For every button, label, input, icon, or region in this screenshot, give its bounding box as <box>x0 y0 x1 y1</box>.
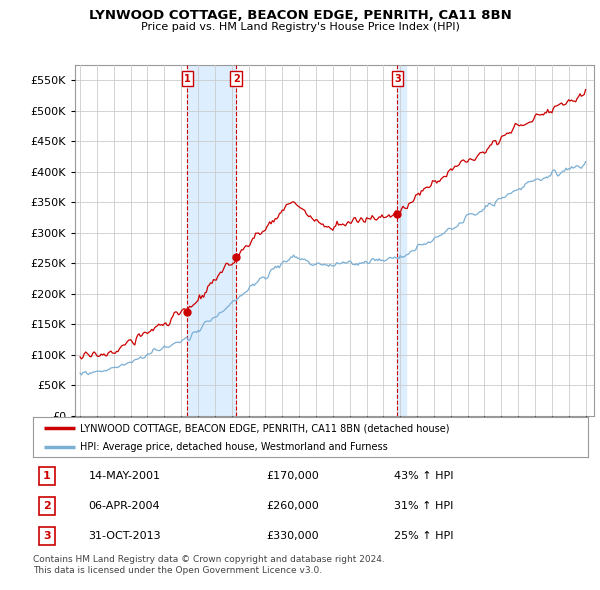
Bar <box>187 65 236 416</box>
Text: This data is licensed under the Open Government Licence v3.0.: This data is licensed under the Open Gov… <box>33 566 322 575</box>
Text: 25% ↑ HPI: 25% ↑ HPI <box>394 531 453 541</box>
Text: 3: 3 <box>394 74 401 84</box>
Text: LYNWOOD COTTAGE, BEACON EDGE, PENRITH, CA11 8BN (detached house): LYNWOOD COTTAGE, BEACON EDGE, PENRITH, C… <box>80 424 449 434</box>
Text: HPI: Average price, detached house, Westmorland and Furness: HPI: Average price, detached house, West… <box>80 442 388 452</box>
Bar <box>397 65 406 416</box>
Text: 2: 2 <box>233 74 239 84</box>
Text: 43% ↑ HPI: 43% ↑ HPI <box>394 471 453 481</box>
Text: £170,000: £170,000 <box>266 471 319 481</box>
Text: 1: 1 <box>43 471 51 481</box>
Text: £330,000: £330,000 <box>266 531 319 541</box>
Text: 14-MAY-2001: 14-MAY-2001 <box>89 471 161 481</box>
Text: 1: 1 <box>184 74 191 84</box>
Text: 31-OCT-2013: 31-OCT-2013 <box>89 531 161 541</box>
Text: LYNWOOD COTTAGE, BEACON EDGE, PENRITH, CA11 8BN: LYNWOOD COTTAGE, BEACON EDGE, PENRITH, C… <box>89 9 511 22</box>
Text: 06-APR-2004: 06-APR-2004 <box>89 501 160 511</box>
Text: 31% ↑ HPI: 31% ↑ HPI <box>394 501 453 511</box>
Text: 3: 3 <box>43 531 50 541</box>
Text: Contains HM Land Registry data © Crown copyright and database right 2024.: Contains HM Land Registry data © Crown c… <box>33 555 385 563</box>
Text: 2: 2 <box>43 501 51 511</box>
Text: Price paid vs. HM Land Registry's House Price Index (HPI): Price paid vs. HM Land Registry's House … <box>140 22 460 32</box>
Text: £260,000: £260,000 <box>266 501 319 511</box>
